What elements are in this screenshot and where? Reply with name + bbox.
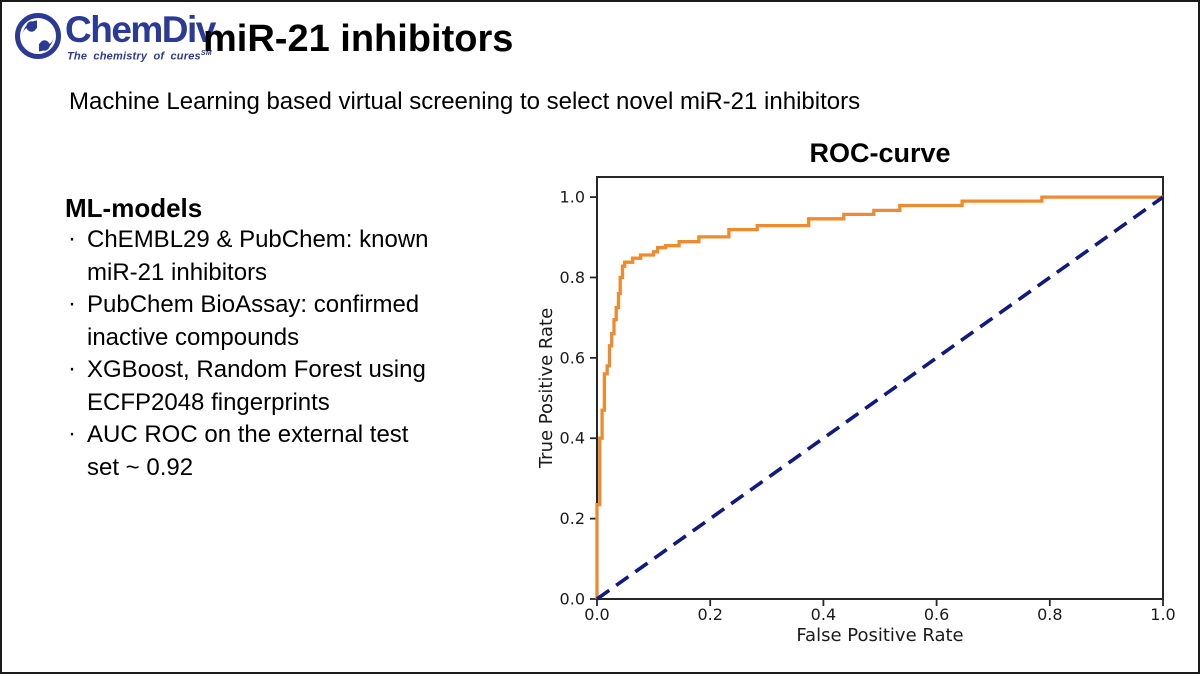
list-item: · PubChem BioAssay: confirmed inactive co… [65,289,515,354]
logo-wordmark: ChemDiv [65,9,216,50]
x-tick-label: 0.0 [584,605,609,624]
chart-series [595,195,1165,601]
ml-models-list: · ChEMBL29 & PubChem: known miR-21 inhibi… [65,224,515,484]
logo-tagline: The chemistry of curesSM [67,50,212,63]
slide-subtitle: Machine Learning based virtual screening… [69,88,861,115]
y-tick-label: 0.6 [560,348,585,367]
chart-title: ROC-curve [809,138,950,168]
x-tick-label: 1.0 [1150,605,1175,624]
x-axis-label: False Positive Rate [796,625,963,646]
bullet-dot: · [68,420,76,447]
plot-border [596,176,1164,600]
y-axis-label: True Positive Rate [536,308,557,469]
chance-diagonal-line [595,195,1165,601]
y-tick-label: 1.0 [560,188,585,207]
list-item: · ChEMBL29 & PubChem: known miR-21 inhibi… [65,224,515,289]
bullet-dot: · [68,290,76,317]
x-tick-label: 0.6 [924,605,949,624]
chemdiv-logo-icon [15,13,61,59]
y-tick-label: 0.4 [560,429,585,448]
page-title: miR-21 inhibitors [203,18,514,60]
y-tick-label: 0.0 [560,590,585,609]
list-item: · AUC ROC on the external test set ~ 0.92 [65,419,515,484]
y-tick-label: 0.8 [560,268,585,287]
x-tick-label: 0.4 [811,605,836,624]
chemdiv-logo: ChemDiv The chemistry of curesSM [14,9,216,63]
roc-curve-line [595,195,1163,599]
x-tick-label: 0.2 [697,605,722,624]
list-item: · XGBoost, Random Forest using ECFP2048 f… [65,354,515,419]
roc-chart: ROC-curve 0.0 0.2 0.4 0.6 0.8 1.0 0.0 0.2 0.4 0.6… [536,138,1176,646]
x-tick-label: 0.8 [1037,605,1062,624]
ml-models-heading: ML-models [65,193,203,223]
chart-axes: 0.0 0.2 0.4 0.6 0.8 1.0 0.0 0.2 0.4 0.6 0.8 1.0 [560,176,1176,624]
bullet-text: PubChem BioAssay: confirmed inactive com… [87,291,420,351]
logo-tagline-mark: SM [200,50,212,57]
bullet-text: XGBoost, Random Forest using ECFP2048 fi… [87,356,426,416]
y-tick-label: 0.2 [560,509,585,528]
bullet-dot: · [68,355,76,382]
bullet-dot: · [68,225,76,252]
bullet-text: ChEMBL29 & PubChem: known miR-21 inhibit… [87,226,429,286]
ml-models-section: ML-models · ChEMBL29 & PubChem: known miR… [65,192,515,484]
bullet-text: AUC ROC on the external test set ~ 0.92 [87,421,409,481]
